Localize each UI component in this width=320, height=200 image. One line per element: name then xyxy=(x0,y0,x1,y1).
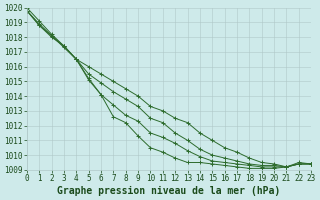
X-axis label: Graphe pression niveau de la mer (hPa): Graphe pression niveau de la mer (hPa) xyxy=(57,186,281,196)
